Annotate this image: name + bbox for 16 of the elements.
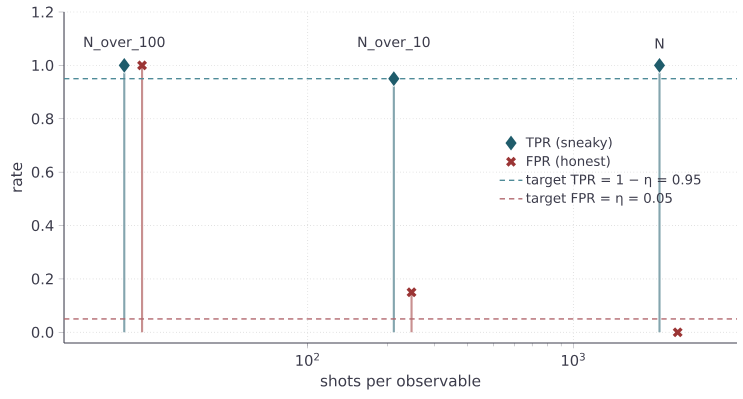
y-tick-label: 0.0: [32, 326, 54, 338]
legend-label: TPR (sneaky): [526, 137, 612, 150]
annotation: N: [656, 38, 664, 49]
annotation: N_over_100: [84, 36, 165, 50]
x-tick-label: 10$^{2}$: [296, 352, 319, 366]
y-tick-label: 0.6: [32, 166, 54, 178]
x-axis-title: shots per observable: [320, 374, 480, 390]
y-axis-title: rate: [11, 162, 22, 192]
annotation: N_over_10: [358, 36, 430, 50]
y-tick-label: 0.8: [32, 113, 54, 124]
x-tick-label: 10$^{3}$: [562, 352, 585, 366]
y-tick-label: 0.2: [32, 273, 53, 284]
y-tick-label: 0.4: [32, 220, 54, 232]
y-tick-label: 1.2: [32, 6, 53, 18]
y-tick-label: 1.0: [32, 60, 54, 71]
legend-label: FPR (honest): [527, 156, 610, 168]
